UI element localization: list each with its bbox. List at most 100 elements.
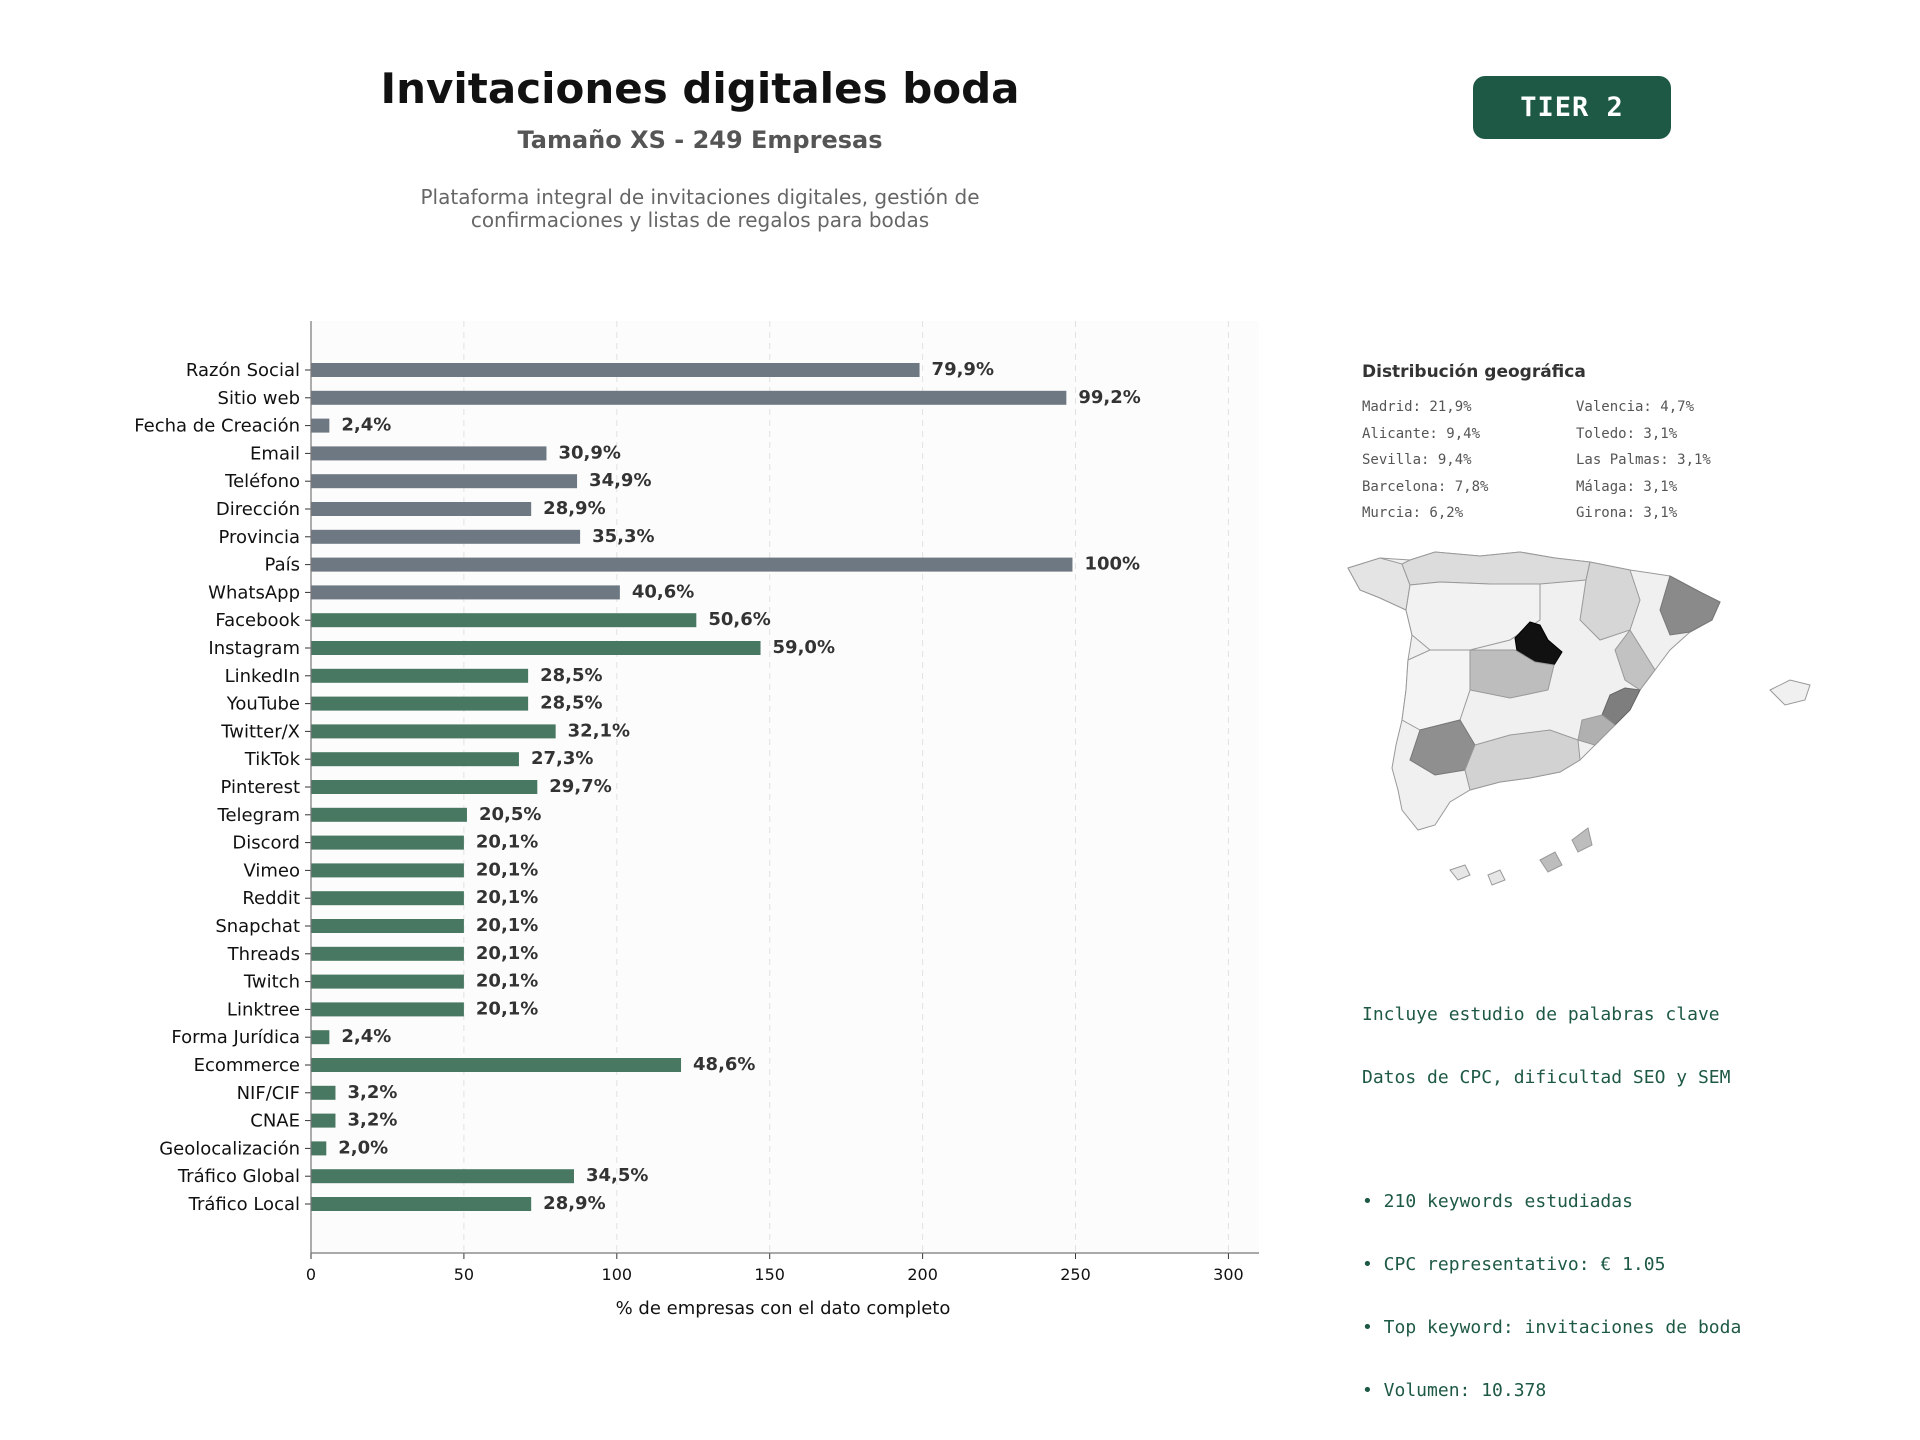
category-label: Sitio web [218,388,300,409]
value-label: 59,0% [773,637,835,658]
value-label: 20,5% [479,804,541,825]
category-label: Vimeo [243,860,300,881]
category-label: Email [250,443,300,464]
bar [311,835,464,850]
category-label: TikTok [244,749,301,770]
value-label: 20,1% [476,915,538,936]
geo-item-left-1: Alicante: 9,4% [1362,425,1481,442]
category-label: País [265,555,300,576]
bar [311,641,761,655]
geo-item-right-1: Toledo: 3,1% [1576,425,1678,442]
x-tick-label: 100 [602,1265,633,1284]
x-tick-label: 200 [907,1265,938,1284]
geo-item-left-0: Madrid: 21,9% [1362,399,1472,415]
bar [311,1169,574,1184]
geo-distribution-list: Madrid: 21,9% Valencia: 4,7% Alicante: 9… [1362,398,1722,523]
bar [311,529,581,544]
bar [311,752,519,767]
map-region-baleares [1769,679,1811,706]
category-label: Twitter/X [220,721,300,742]
bar [311,974,464,989]
value-label: 27,3% [531,748,593,769]
value-label: 30,9% [558,442,620,463]
bar [311,502,532,516]
value-label: 28,5% [540,693,602,714]
bar [311,1058,682,1072]
value-label: 34,9% [589,470,651,491]
keyword-line-2: Datos de CPC, dificultad SEO y SEM [1362,1067,1731,1088]
category-label: Teléfono [224,471,300,492]
bar [311,724,556,739]
keyword-info: Incluye estudio de palabras clave Datos … [1362,962,1741,1422]
map-region-extremadura [1401,649,1471,731]
category-label: WhatsApp [208,582,300,603]
value-label: 20,1% [476,943,538,964]
geo-item-left-3: Barcelona: 7,8% [1362,478,1489,495]
bar [311,668,529,683]
map-region-valencia [1614,629,1656,691]
geo-item-left-4: Murcia: 6,2% [1362,505,1464,521]
bar [311,807,467,822]
value-label: 2,4% [341,1026,391,1047]
geo-item-left-2: Sevilla: 9,4% [1362,452,1472,468]
value-label: 20,1% [476,998,538,1019]
value-label: 34,5% [586,1165,648,1186]
geo-item-right-3: Málaga: 3,1% [1576,478,1678,495]
completeness-bar-chart: 0 50 100 150 200 250 300 Razón Social 79,9% Sitio… [134,321,1259,1319]
value-label: 2,4% [341,415,391,436]
value-label: 3,2% [347,1110,397,1131]
geo-item-right-2: Las Palmas: 3,1% [1576,452,1711,468]
bar [311,613,697,628]
value-label: 20,1% [476,971,538,992]
x-tick-label: 300 [1213,1265,1244,1284]
bar [311,585,620,600]
bar [311,863,464,878]
category-label: Reddit [242,888,300,909]
keyword-bullet-1: • 210 keywords estudiadas [1362,1191,1633,1212]
bar [311,363,920,377]
x-tick-label: 250 [1060,1265,1091,1284]
value-label: 20,1% [476,887,538,908]
map-region-las-palmas [1539,827,1593,873]
geo-distribution-title: Distribución geográfica [1362,362,1586,382]
bar [311,780,538,794]
description-line-1: Plataforma integral de invitaciones digi… [420,185,980,209]
bar [311,1113,336,1128]
keyword-bullet-4: • Volumen: 10.378 [1362,1380,1547,1401]
bar [311,919,464,933]
value-label: 79,9% [932,359,994,380]
category-label: Provincia [218,527,300,548]
category-label: Fecha de Creación [134,416,300,437]
map-region-murcia [1577,714,1616,746]
x-tick-label: 150 [754,1265,785,1284]
map-region-castilla-leon [1405,581,1541,651]
value-label: 100% [1084,554,1140,575]
keyword-line-1: Incluye estudio de palabras clave [1362,1004,1720,1025]
category-label: LinkedIn [225,666,300,687]
category-label: Snapchat [215,916,300,937]
value-label: 28,9% [543,498,605,519]
category-label: Pinterest [220,777,300,798]
category-label: CNAE [250,1111,300,1132]
spain-choropleth-map [1347,551,1811,886]
value-label: 20,1% [476,832,538,853]
category-label: Facebook [215,610,300,631]
value-label: 20,1% [476,859,538,880]
page-subtitle: Tamaño XS - 249 Empresas [517,126,883,154]
geo-item-right-0: Valencia: 4,7% [1576,399,1695,415]
bar [311,418,330,433]
category-label: Linktree [227,999,300,1020]
category-label: Forma Jurídica [171,1027,300,1048]
geo-item-right-4: Girona: 3,1% [1576,505,1678,521]
bar [311,1002,464,1017]
bar [311,1030,330,1045]
bar [311,390,1067,405]
map-region-andalucia-east [1464,729,1581,791]
category-label: Geolocalización [159,1138,300,1159]
x-tick-label: 0 [306,1265,316,1284]
category-label: Dirección [216,499,300,520]
category-label: YouTube [226,694,300,715]
map-region-ebro [1579,561,1641,641]
bar [311,474,578,489]
value-label: 40,6% [632,581,694,602]
